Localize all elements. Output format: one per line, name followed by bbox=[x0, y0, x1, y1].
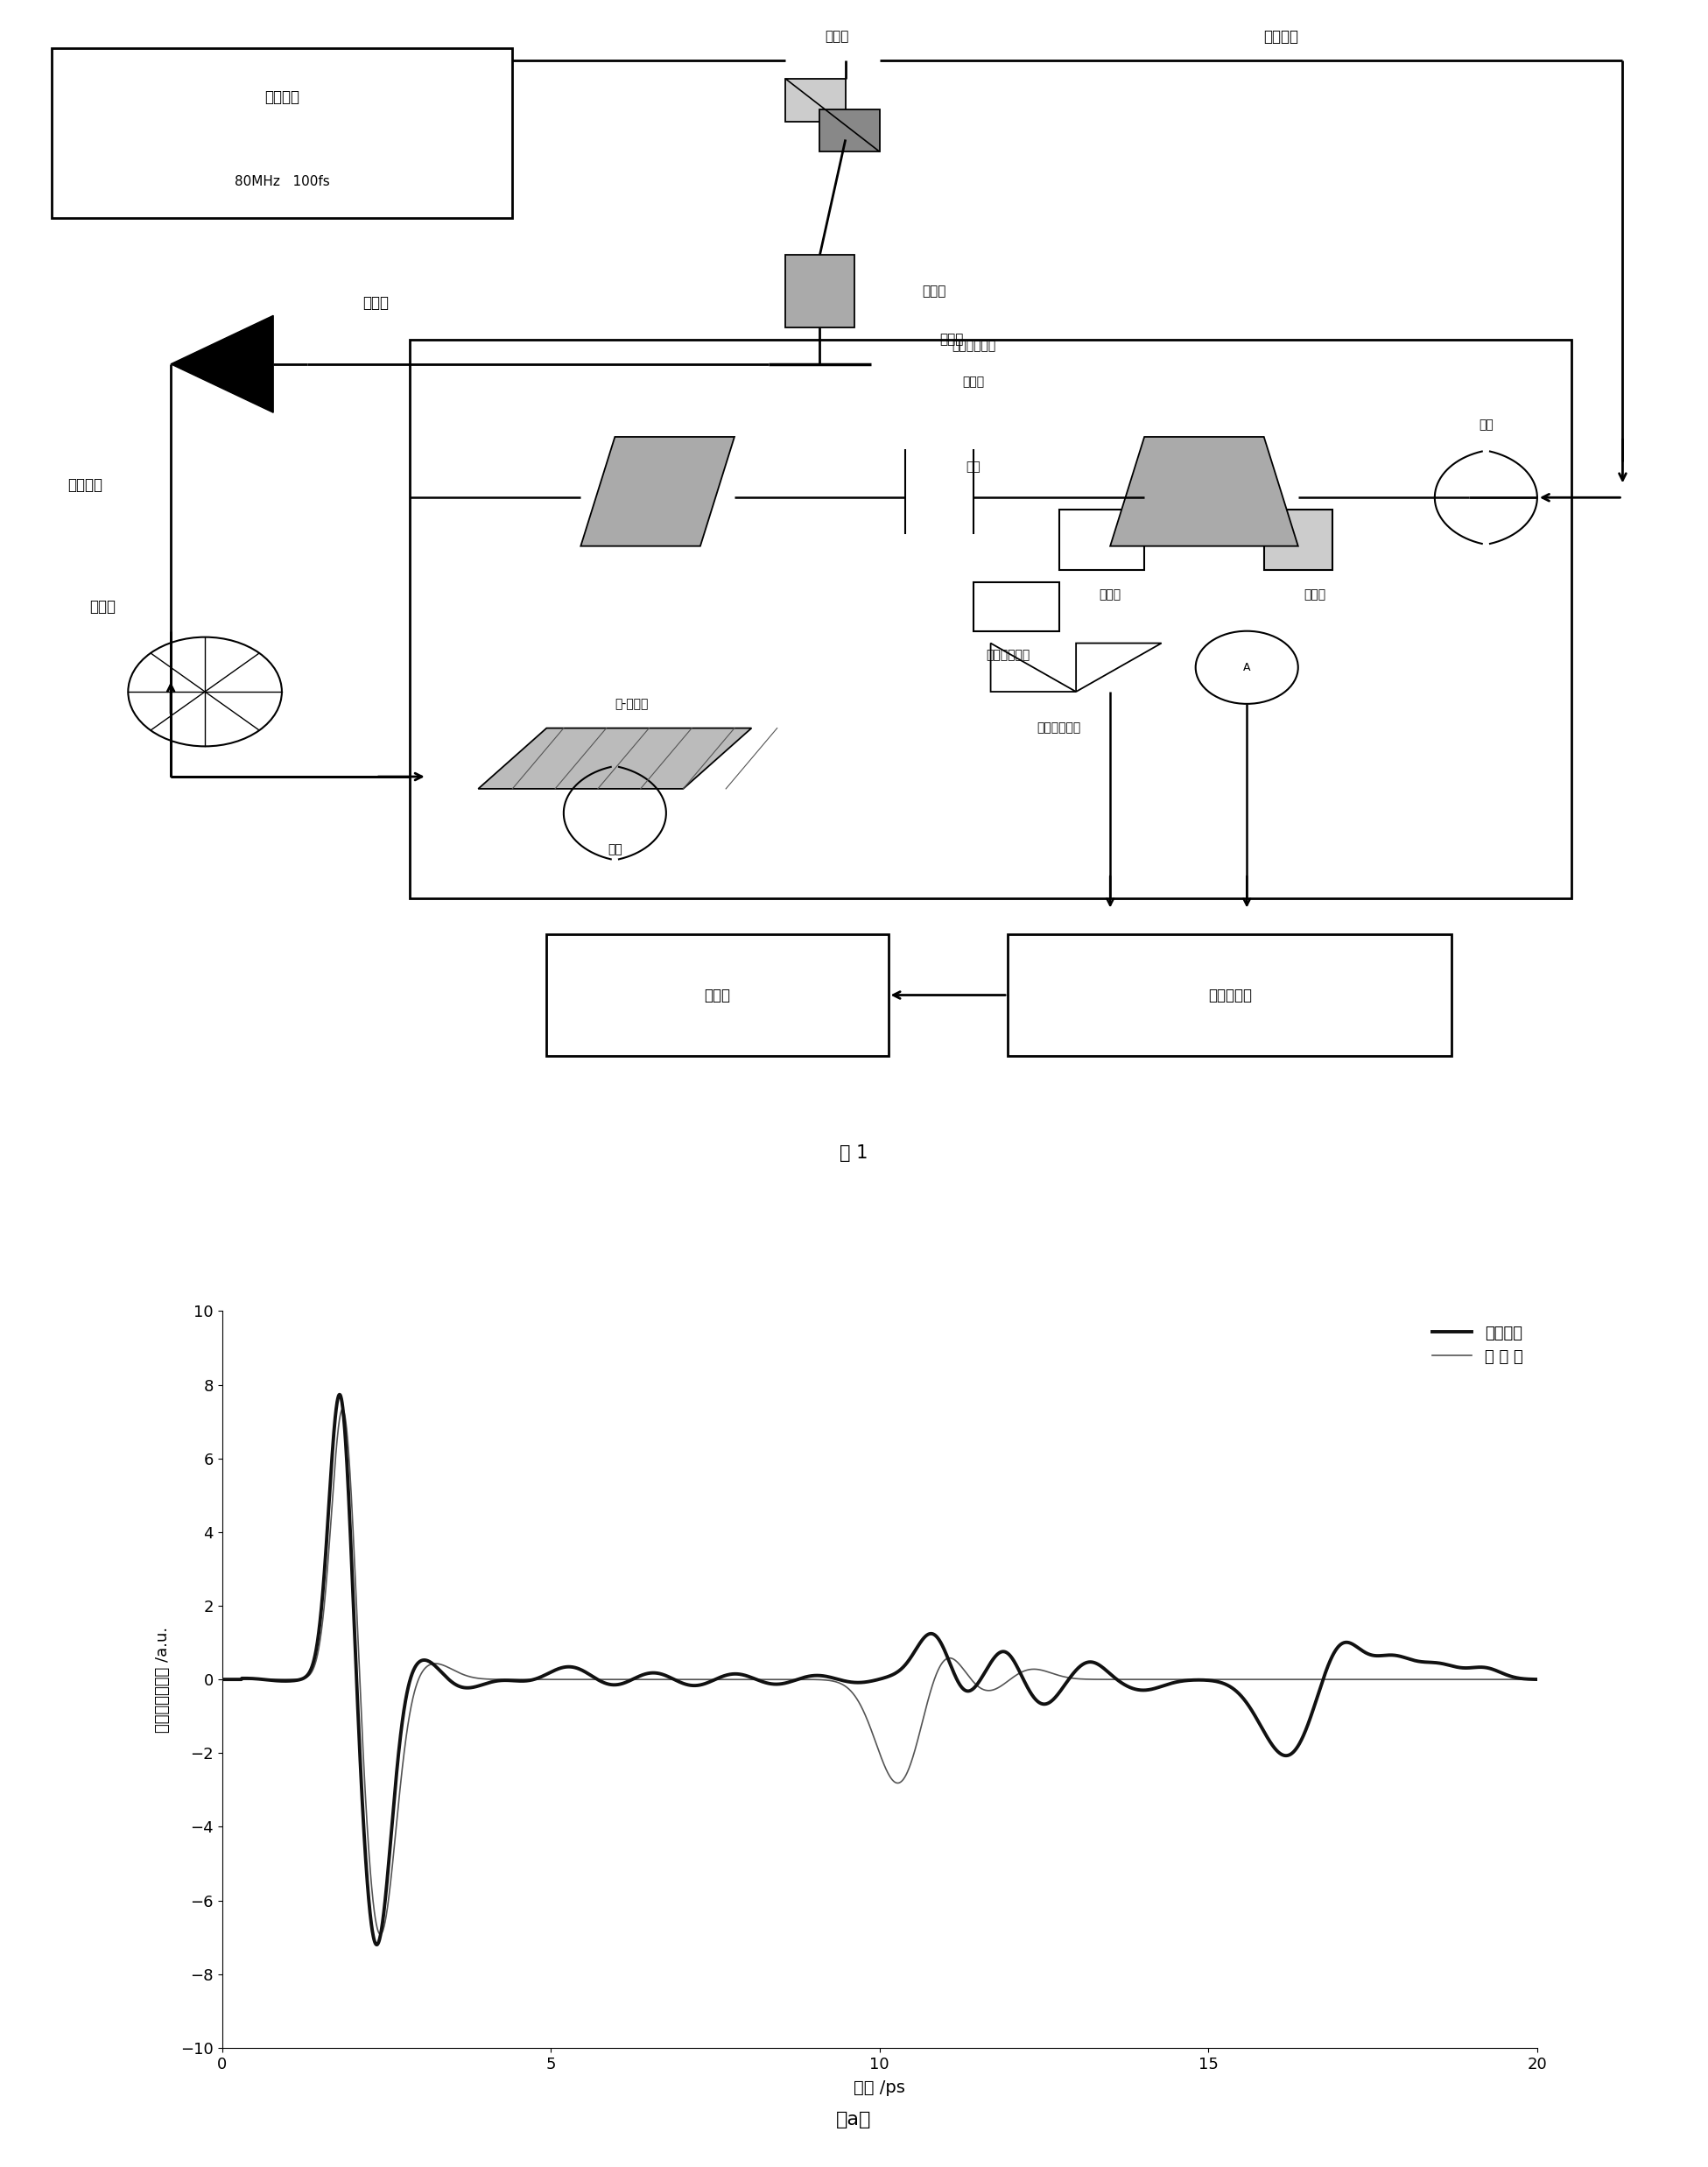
Polygon shape bbox=[581, 438, 734, 546]
参考信号 bbox=[330, 1383, 350, 1409]
米 糠 油 bbox=[1168, 1666, 1189, 1692]
Text: 锁相放大器: 锁相放大器 bbox=[1208, 988, 1252, 1003]
米 糠 油 bbox=[1527, 1666, 1547, 1692]
Bar bbox=[786, 256, 854, 327]
参考信号 bbox=[765, 1671, 786, 1697]
米 糠 油 bbox=[371, 1922, 391, 1948]
参考信号 bbox=[366, 1931, 386, 1957]
Text: 延迟线: 延迟线 bbox=[362, 295, 389, 312]
Text: 硅-砷化镓: 硅-砷化镓 bbox=[615, 698, 649, 711]
Bar bbox=[1264, 509, 1332, 570]
Legend: 参考信号, 米 糠 油: 参考信号, 米 糠 油 bbox=[1426, 1320, 1529, 1372]
Text: 半波片: 半波片 bbox=[922, 284, 946, 297]
米 糠 油 bbox=[775, 1666, 796, 1692]
Text: 图 1: 图 1 bbox=[840, 1144, 868, 1162]
Text: 飞秒激光: 飞秒激光 bbox=[265, 89, 299, 104]
Text: 碲化锌: 碲化锌 bbox=[1100, 589, 1120, 600]
参考信号 bbox=[837, 1669, 857, 1695]
Text: （a）: （a） bbox=[837, 2111, 871, 2128]
Text: 反射镜: 反射镜 bbox=[939, 334, 963, 347]
米 糠 油 bbox=[837, 1675, 857, 1701]
Polygon shape bbox=[991, 644, 1076, 691]
Text: 硅透镜: 硅透镜 bbox=[963, 377, 984, 388]
Text: 分束镜: 分束镜 bbox=[825, 30, 849, 43]
X-axis label: 时间 /ps: 时间 /ps bbox=[854, 2080, 905, 2095]
米 糠 油 bbox=[331, 1396, 352, 1422]
Text: 斩波器: 斩波器 bbox=[89, 598, 116, 615]
Bar bbox=[1008, 934, 1452, 1055]
Line: 参考信号: 参考信号 bbox=[222, 1396, 1537, 1944]
米 糠 油 bbox=[212, 1666, 232, 1692]
Y-axis label: 太赫兹脉冲强度 /a.u.: 太赫兹脉冲强度 /a.u. bbox=[155, 1627, 171, 1731]
Polygon shape bbox=[1110, 438, 1298, 546]
Text: 离轴抛物面镜: 离轴抛物面镜 bbox=[951, 340, 996, 351]
Polygon shape bbox=[1076, 644, 1161, 691]
Bar bbox=[786, 78, 845, 121]
Polygon shape bbox=[478, 728, 752, 789]
Text: 探测光束: 探测光束 bbox=[1264, 28, 1298, 43]
参考信号 bbox=[1527, 1666, 1547, 1692]
参考信号 bbox=[212, 1666, 232, 1692]
Bar bbox=[547, 934, 888, 1055]
Text: 计算机: 计算机 bbox=[704, 988, 731, 1003]
Text: 偏振片: 偏振片 bbox=[1305, 589, 1325, 600]
参考信号 bbox=[1168, 1669, 1189, 1695]
Text: 透镜: 透镜 bbox=[608, 843, 622, 856]
Bar bbox=[974, 583, 1059, 631]
Bar bbox=[410, 340, 1571, 897]
米 糠 油 bbox=[1488, 1666, 1508, 1692]
Text: 80MHz   100fs: 80MHz 100fs bbox=[234, 176, 330, 189]
Text: 泵浦光束: 泵浦光束 bbox=[68, 477, 102, 494]
Polygon shape bbox=[171, 316, 273, 412]
Text: A: A bbox=[1243, 661, 1250, 674]
Text: 沃拉斯顿棱镜: 沃拉斯顿棱镜 bbox=[1037, 722, 1081, 735]
参考信号 bbox=[775, 1671, 796, 1697]
Circle shape bbox=[1196, 631, 1298, 704]
Text: 透镜: 透镜 bbox=[1479, 418, 1493, 431]
Line: 米 糠 油: 米 糠 油 bbox=[222, 1409, 1537, 1935]
Bar bbox=[51, 48, 512, 219]
Bar bbox=[820, 108, 880, 152]
参考信号 bbox=[1421, 1649, 1442, 1675]
米 糠 油 bbox=[765, 1666, 786, 1692]
Bar bbox=[1059, 509, 1144, 570]
参考信号 bbox=[1488, 1658, 1508, 1684]
Text: 样品: 样品 bbox=[967, 462, 980, 472]
米 糠 油 bbox=[1421, 1666, 1442, 1692]
Text: 四分之一波片: 四分之一波片 bbox=[986, 650, 1030, 661]
